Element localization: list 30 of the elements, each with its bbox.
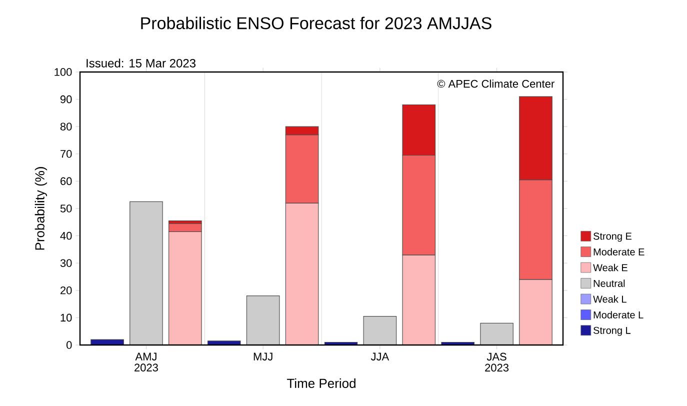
x-tick-label: JJA — [370, 352, 390, 360]
x-tick-label: AMJ 2023 — [134, 352, 158, 372]
bar — [207, 340, 241, 345]
y-tick-label: 90 — [60, 95, 72, 104]
y-tick-label: 80 — [60, 122, 72, 130]
chart-title: Probabilistic ENSO Forecast for 2023 AMJJAS — [141, 16, 492, 30]
legend-label: Moderate E — [594, 248, 644, 256]
y-tick-label: 10 — [60, 314, 72, 322]
x-axis-title: Time Period — [287, 378, 356, 388]
legend-label: Moderate L — [594, 311, 644, 318]
y-tick-label: 30 — [60, 259, 72, 267]
legend-label: Weak E — [593, 264, 628, 272]
y-tick-label: 100 — [54, 68, 72, 76]
y-tick-label: 20 — [60, 286, 72, 294]
legend-label: Weak L — [593, 295, 626, 303]
bar — [480, 322, 514, 345]
legend-label: Strong L — [594, 326, 631, 336]
legend-label: Neutral — [594, 280, 625, 287]
annotation: © APEC Climate Center — [437, 80, 554, 88]
y-tick-label: 0 — [66, 341, 72, 349]
y-axis-title: Probability (%) — [34, 167, 47, 250]
legend-label: Strong E — [594, 232, 632, 242]
y-tick-label: 70 — [60, 150, 72, 158]
y-tick-label: 50 — [60, 204, 72, 212]
text: Issued: 15 Mar 2023 — [86, 58, 196, 68]
bar — [246, 296, 280, 345]
y-tick-label: 40 — [60, 232, 72, 240]
x-tick-label: JAS 2023 — [485, 352, 509, 372]
x-tick-label: MJJ — [254, 352, 272, 360]
y-tick-label: 60 — [60, 177, 72, 186]
